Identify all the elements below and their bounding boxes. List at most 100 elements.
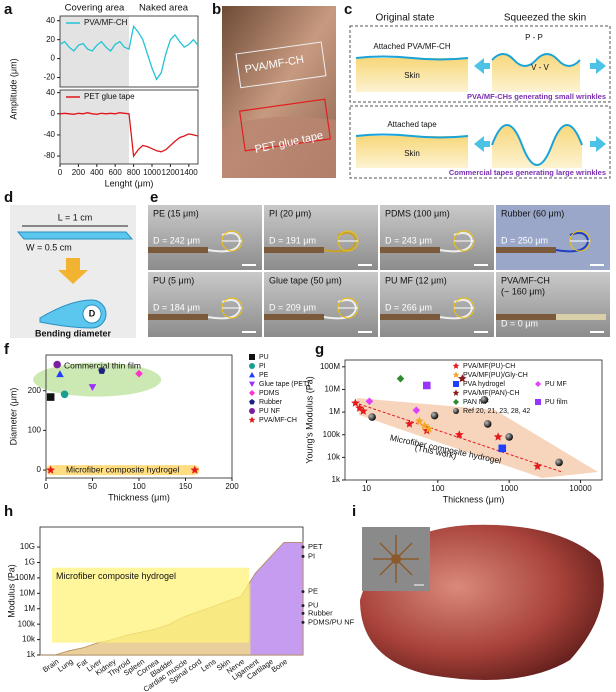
point — [135, 369, 143, 378]
tile-label: PDMS (100 μm) — [385, 208, 450, 218]
legend-label: PI — [259, 363, 266, 370]
point — [56, 370, 64, 378]
legend-label: PVA hydrogel — [463, 381, 505, 388]
film — [235, 41, 327, 89]
panel-label: d — [4, 189, 13, 206]
tile-label: Rubber (60 μm) — [501, 208, 564, 218]
point — [53, 360, 61, 369]
panel-label: a — [4, 1, 13, 18]
y-tick-label: 1M — [329, 407, 340, 416]
photo — [148, 205, 262, 270]
point — [483, 420, 492, 428]
legend-marker — [249, 381, 255, 387]
point — [46, 393, 55, 401]
panel-label: i — [352, 503, 356, 520]
tile-label: Glue tape (50 μm) — [269, 275, 342, 285]
x-tick-label: 200 — [225, 482, 239, 491]
legend-marker — [535, 381, 541, 387]
width: W = 0.5 cm — [26, 242, 72, 252]
tile-diameter: D = 242 μm — [153, 235, 200, 245]
line — [59, 24, 199, 81]
x-axis-label: Thickness (μm) — [443, 494, 505, 504]
reference-label: PDMS/PU NF — [308, 617, 355, 626]
point — [60, 390, 69, 399]
length: L = 1 cm — [58, 212, 92, 222]
x-tick-label: 1400 — [180, 168, 198, 177]
y-axis-label: Young's Modulus (Pa) — [304, 376, 314, 463]
photo — [496, 205, 610, 270]
point — [422, 426, 432, 435]
x-tick-label: 0 — [44, 482, 49, 491]
point — [422, 381, 431, 390]
y-tick-label: 1k — [27, 650, 36, 659]
photo — [496, 272, 610, 337]
region — [357, 398, 598, 478]
y-tick-label: 0 — [51, 54, 56, 63]
point — [368, 413, 376, 421]
y-tick-label: 100 — [28, 425, 42, 434]
legend-marker — [249, 372, 255, 378]
tile-label: PU (5 μm) — [153, 275, 194, 285]
skin — [356, 58, 468, 92]
x-tick-label: 100 — [431, 484, 445, 493]
tile-diameter: D = 243 μm — [385, 235, 432, 245]
shaded-region — [60, 90, 129, 164]
box — [349, 25, 611, 103]
y-axis-label: Amplitude (μm) — [8, 58, 18, 119]
legend-marker — [453, 381, 459, 387]
film-base — [496, 247, 556, 253]
caption: PVA/MF-CHs generating small wrinkles — [467, 92, 606, 101]
x-tick-label: 1200 — [162, 168, 180, 177]
x-tick-label: 1000 — [143, 168, 161, 177]
legend-label: Ref 20, 21, 23, 28, 42 — [463, 408, 530, 415]
legend-label: PVA/MF(PU)/Gly-CH — [463, 372, 528, 379]
panel-label: g — [315, 341, 324, 358]
legend-label: PE — [259, 372, 269, 379]
label: P - P — [525, 33, 543, 42]
y-tick-label: 1M — [24, 604, 35, 613]
annotation: Commercial thin film — [64, 360, 141, 370]
panel-labels: a b c d e f g h i — [4, 1, 356, 520]
point — [88, 384, 97, 391]
x-tick-label: 10 — [362, 484, 371, 493]
y-tick-label: 1k — [332, 475, 341, 484]
tile-diameter: D = 191 μm — [269, 235, 316, 245]
legend-label: PU MF — [545, 381, 567, 388]
plot-frame — [59, 15, 199, 88]
film-line — [491, 124, 583, 166]
y-tick-label: -20 — [43, 73, 55, 82]
y-tick-label: 40 — [46, 88, 55, 97]
y-tick-label: -80 — [43, 151, 55, 160]
film-base — [148, 314, 208, 320]
skin — [356, 136, 468, 168]
x-tick-label: Lung — [56, 657, 75, 674]
y-axis-label: Modulus (Pa) — [6, 564, 16, 618]
region — [46, 465, 200, 476]
reference-point — [301, 620, 305, 624]
film — [556, 314, 606, 320]
legend-marker — [249, 399, 255, 405]
y-tick-label: 100M — [15, 573, 35, 582]
y-tick-label: 10k — [22, 635, 36, 644]
label: V - V — [531, 63, 549, 72]
label: Attached PVA/MF-CH — [373, 42, 450, 51]
point — [505, 433, 513, 441]
x-axis-label: Lenght (μm) — [105, 178, 154, 188]
photo-b: PVA/MF-CH PET glue tape — [222, 6, 336, 178]
reference-label: PE — [308, 587, 318, 596]
legend-label: PAN MF — [463, 399, 489, 406]
caption: Commercial tapes generating large wrinkl… — [449, 168, 606, 177]
chart: 1k 10k 100k 1M 10M 100M 1G 10G Modulus (Pa) Micro… — [6, 526, 355, 692]
thumb — [222, 116, 336, 178]
box — [349, 105, 611, 179]
fit-line — [358, 403, 563, 473]
legend-marker — [452, 371, 460, 378]
y-tick-label: 10M — [324, 385, 340, 394]
x-tick-label: 1000 — [500, 484, 518, 493]
panel-label: b — [212, 1, 221, 18]
annotation: Covering area — [65, 3, 125, 14]
arrow — [58, 258, 88, 284]
tile-label: PE (15 μm) — [153, 208, 199, 218]
legend-marker — [248, 416, 256, 423]
